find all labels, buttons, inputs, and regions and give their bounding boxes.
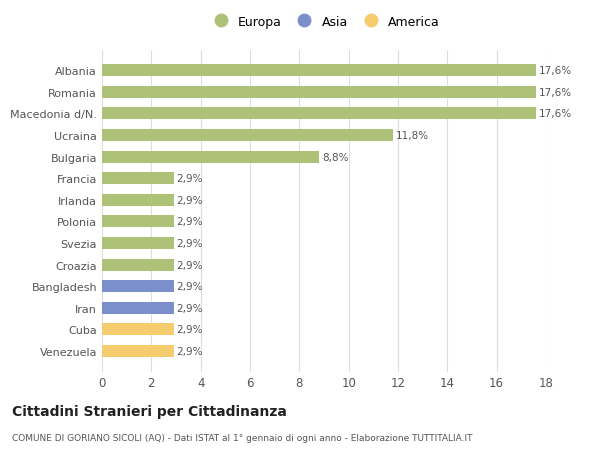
Text: 2,9%: 2,9%	[176, 196, 203, 205]
Text: 17,6%: 17,6%	[539, 88, 572, 98]
Bar	[102, 324, 173, 336]
Text: Cittadini Stranieri per Cittadinanza: Cittadini Stranieri per Cittadinanza	[12, 404, 287, 419]
Text: 2,9%: 2,9%	[176, 346, 203, 356]
Bar	[102, 216, 173, 228]
Text: 2,9%: 2,9%	[176, 174, 203, 184]
Text: 17,6%: 17,6%	[539, 109, 572, 119]
Text: 2,9%: 2,9%	[176, 239, 203, 248]
Bar	[102, 259, 173, 271]
Bar	[102, 280, 173, 292]
Text: 17,6%: 17,6%	[539, 66, 572, 76]
Text: 2,9%: 2,9%	[176, 282, 203, 291]
Text: 2,9%: 2,9%	[176, 303, 203, 313]
Text: 11,8%: 11,8%	[396, 131, 429, 140]
Bar	[102, 130, 393, 142]
Text: 8,8%: 8,8%	[322, 152, 349, 162]
Bar	[102, 345, 173, 357]
Text: 2,9%: 2,9%	[176, 325, 203, 335]
Bar	[102, 195, 173, 206]
Bar	[102, 87, 536, 99]
Text: 2,9%: 2,9%	[176, 260, 203, 270]
Bar	[102, 65, 536, 77]
Bar	[102, 151, 319, 163]
Bar	[102, 302, 173, 314]
Bar	[102, 108, 536, 120]
Text: COMUNE DI GORIANO SICOLI (AQ) - Dati ISTAT al 1° gennaio di ogni anno - Elaboraz: COMUNE DI GORIANO SICOLI (AQ) - Dati IST…	[12, 433, 473, 442]
Bar	[102, 173, 173, 185]
Text: 2,9%: 2,9%	[176, 217, 203, 227]
Legend: Europa, Asia, America: Europa, Asia, America	[205, 12, 443, 32]
Bar	[102, 238, 173, 249]
